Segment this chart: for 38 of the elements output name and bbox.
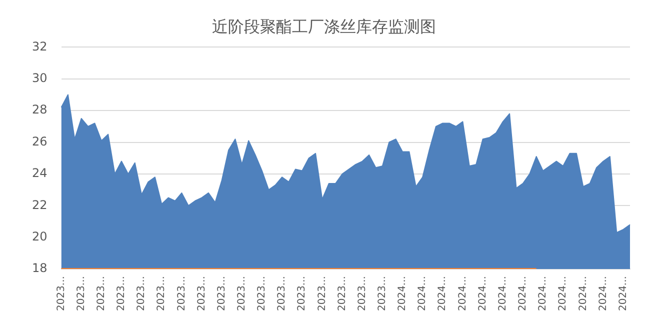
x-tick-label: 2024... xyxy=(618,276,629,312)
x-tick-label: 2023... xyxy=(336,276,348,312)
x-tick-label: 2023... xyxy=(296,276,308,312)
x-tick-label: 2024... xyxy=(397,276,408,312)
x-tick-label: 2023... xyxy=(156,276,168,312)
y-tick-label: 18 xyxy=(32,261,48,276)
x-tick-label: 2023... xyxy=(377,276,388,312)
x-tick-label: 2023... xyxy=(356,276,368,312)
x-tick-label: 2024... xyxy=(598,276,609,312)
x-tick-label: 2023... xyxy=(56,276,67,312)
x-tick-label: 2024... xyxy=(578,276,589,312)
x-tick-label: 2023... xyxy=(256,276,268,312)
x-tick-label: 2023... xyxy=(116,276,128,312)
x-tick-label: 2024... xyxy=(417,276,428,312)
x-tick-label: 2023... xyxy=(236,276,248,312)
x-tick-label: 2024... xyxy=(437,276,448,312)
y-tick-label: 26 xyxy=(32,134,48,148)
x-tick-label: 2024... xyxy=(518,276,529,312)
x-tick-label: 2023... xyxy=(196,276,208,312)
x-tick-label: 2023... xyxy=(276,276,288,312)
x-tick-label: 2023... xyxy=(136,276,148,312)
x-tick-label: 2024... xyxy=(558,276,569,312)
x-tick-label: 2023... xyxy=(96,276,108,312)
y-tick-label: 30 xyxy=(32,71,48,86)
x-tick-label: 2024... xyxy=(477,276,488,312)
x-tick-label: 2023... xyxy=(176,276,188,312)
x-tick-label: 2024... xyxy=(457,276,468,312)
y-tick-label: 32 xyxy=(32,39,48,54)
y-tick-label: 28 xyxy=(32,102,48,117)
x-tick-label: 2023... xyxy=(216,276,228,312)
x-tick-label: 2024... xyxy=(497,276,508,312)
x-tick-label: 2023... xyxy=(76,276,87,312)
x-tick-label: 2024... xyxy=(538,276,549,312)
y-tick-label: 22 xyxy=(32,198,48,212)
chart-title: 近阶段聚酯工厂涤丝库存监测图 xyxy=(212,16,436,36)
x-tick-label: 2023... xyxy=(316,276,328,312)
y-tick-label: 20 xyxy=(32,229,48,244)
y-tick-label: 24 xyxy=(32,166,48,180)
